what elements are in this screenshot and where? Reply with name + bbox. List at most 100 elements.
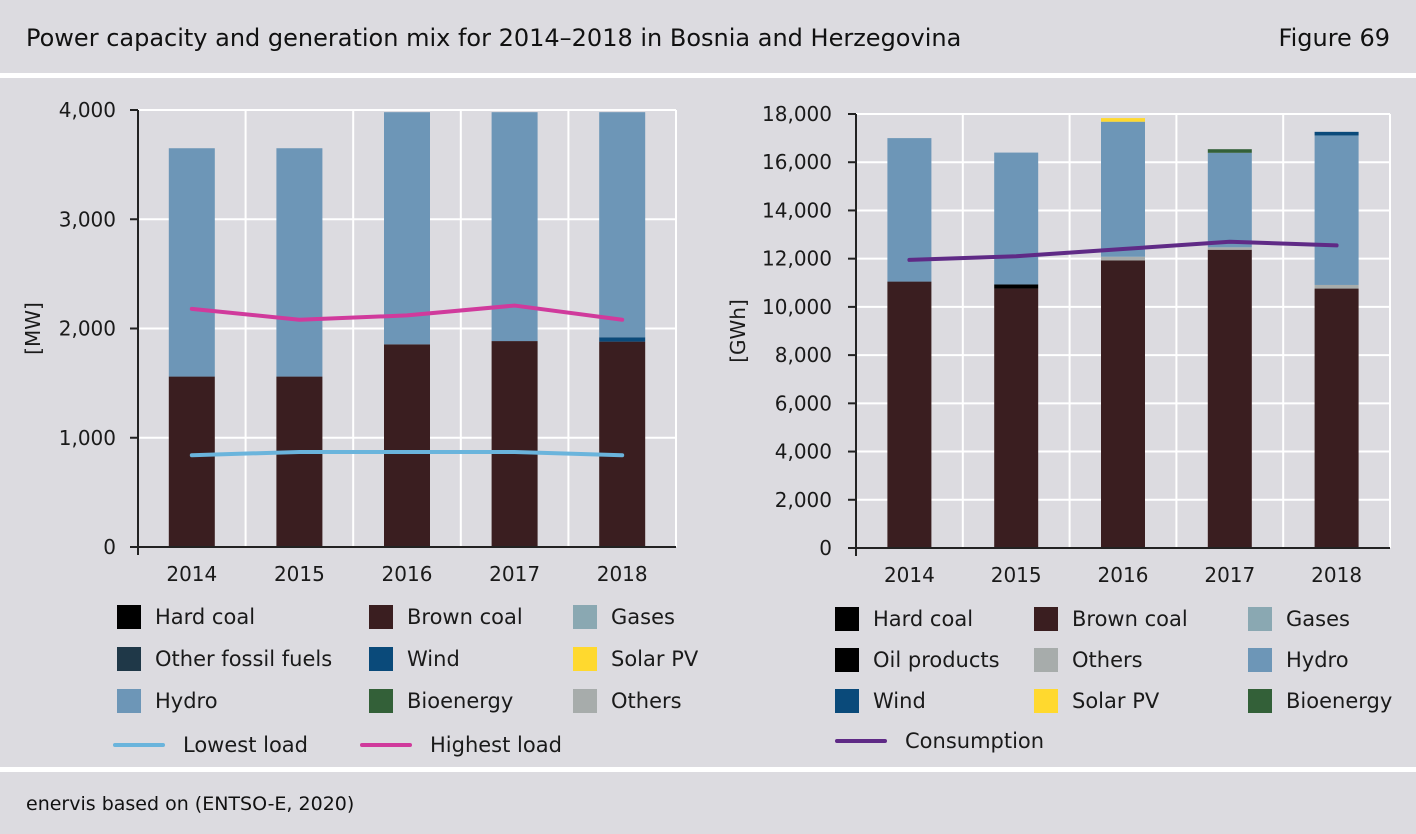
legend-swatch: [369, 647, 393, 671]
bar-hydro-2015: [276, 148, 323, 377]
legend-item-others: Others: [573, 688, 682, 714]
bar-brown-coal-2014: [887, 281, 932, 548]
bar-hydro-2016: [1101, 121, 1145, 257]
legend-item-gases: Gases: [1248, 606, 1350, 632]
bar-bioenergy-2017: [1207, 149, 1252, 153]
legend-item-hydro: Hydro: [117, 688, 218, 714]
bar-brown-coal-2015: [994, 288, 1039, 548]
bar-hydro-2016: [384, 112, 430, 345]
bar-brown-coal-2017: [1207, 249, 1252, 549]
legend-label: Other fossil fuels: [155, 647, 333, 671]
x-tick-label: 2016: [382, 562, 433, 586]
bar-hydro-2018: [1314, 135, 1359, 285]
header-divider: [0, 73, 1416, 78]
y-tick-label: 8,000: [775, 343, 832, 367]
footer-divider: [0, 767, 1416, 772]
bar-hydro-2015: [994, 152, 1039, 285]
legend-label: Solar PV: [1072, 689, 1160, 713]
y-tick-label: 4,000: [775, 440, 832, 464]
legend-swatch: [1248, 648, 1272, 672]
x-tick-label: 2015: [274, 562, 325, 586]
legend-label: Wind: [407, 647, 460, 671]
legend-item-solar-pv: Solar PV: [1034, 688, 1159, 714]
legend-label: Consumption: [905, 729, 1045, 753]
legend-item-oil-products: Oil products: [835, 647, 1000, 673]
legend-item-hard-coal: Hard coal: [835, 606, 973, 632]
legend-swatch: [573, 605, 597, 629]
legend-label: Solar PV: [611, 647, 699, 671]
legend-label: Brown coal: [407, 605, 523, 629]
figure-number: Figure 69: [1278, 24, 1390, 52]
legend-item-wind: Wind: [835, 688, 926, 714]
legend-item-bioenergy: Bioenergy: [369, 688, 513, 714]
legend-item-hydro: Hydro: [1248, 647, 1349, 673]
legend-item-highest-load: Highest load: [360, 732, 562, 758]
source-note: enervis based on (ENTSO-E, 2020): [26, 793, 355, 815]
legend-label: Hard coal: [873, 607, 974, 631]
legend-swatch: [835, 607, 859, 631]
x-tick-label: 2014: [166, 562, 217, 586]
bar-brown-coal-2015: [276, 376, 323, 547]
x-tick-label: 2016: [1098, 563, 1149, 587]
y-tick-label: 1,000: [59, 426, 116, 450]
bar-solar-pv-2016: [1101, 118, 1145, 122]
bar-wind-2018: [599, 337, 646, 342]
x-tick-label: 2015: [991, 563, 1042, 587]
x-tick-label: 2017: [489, 562, 540, 586]
legend-label: Oil products: [873, 648, 1000, 672]
legend-item-hard-coal: Hard coal: [117, 604, 255, 630]
y-tick-label: 16,000: [762, 150, 832, 174]
legend-swatch: [117, 689, 141, 713]
x-tick-label: 2018: [597, 562, 648, 586]
legend-item-gases: Gases: [573, 604, 675, 630]
bar-brown-coal-2016: [384, 344, 430, 547]
legend-swatch: [835, 689, 859, 713]
legend-swatch: [369, 605, 393, 629]
legend-item-brown-coal: Brown coal: [369, 604, 523, 630]
legend-line: [835, 739, 887, 743]
legend-swatch: [1034, 607, 1058, 631]
bar-brown-coal-2018: [599, 341, 646, 547]
legend-item-lowest-load: Lowest load: [113, 732, 308, 758]
legend-swatch: [1248, 607, 1272, 631]
legend-label: Gases: [611, 605, 675, 629]
capacity-chart: 0 1,000 2,000 3,000 4,000 2014 2015 2016 2017 201…: [21, 98, 677, 586]
bar-brown-coal-2014: [168, 376, 215, 547]
legend-line: [360, 743, 412, 747]
bar-hydro-2018: [599, 112, 646, 338]
bar-brown-coal-2018: [1314, 288, 1359, 548]
bar-others-2017: [1207, 247, 1252, 250]
legend-label: Lowest load: [183, 733, 309, 757]
legend-label: Hard coal: [155, 605, 256, 629]
legend-label: Others: [611, 689, 682, 713]
legend-item-consumption: Consumption: [835, 728, 1044, 754]
legend-label: Bioenergy: [407, 689, 514, 713]
legend-item-others: Others: [1034, 647, 1143, 673]
y-tick-label: 10,000: [762, 295, 832, 319]
bar-oil-products-2015: [994, 284, 1039, 289]
legend-swatch: [573, 647, 597, 671]
figure-header: Power capacity and generation mix for 20…: [0, 0, 1416, 74]
legend-swatch: [573, 689, 597, 713]
bar-hydro-2017: [1207, 152, 1252, 248]
y-tick-label: 4,000: [59, 98, 116, 122]
y-tick-label: 12,000: [762, 247, 832, 271]
legend-item-wind: Wind: [369, 646, 460, 672]
y-tick-label: 2,000: [59, 317, 116, 341]
y-tick-label: 2,000: [775, 488, 832, 512]
legend-swatch: [1248, 689, 1272, 713]
legend-label: Brown coal: [1072, 607, 1188, 631]
y-tick-label: 18,000: [762, 102, 832, 126]
legend-label: Gases: [1286, 607, 1350, 631]
bar-brown-coal-2017: [491, 341, 538, 547]
bar-wind-2018: [1314, 131, 1359, 136]
legend-label: Others: [1072, 648, 1143, 672]
legend-item-solar-pv: Solar PV: [573, 646, 698, 672]
generation-chart: 0 2,000 4,000 6,000 8,000 10,000 12,000 14,000 1…: [726, 102, 1391, 587]
bar-others-2018: [1314, 284, 1359, 289]
legend-swatch: [1034, 648, 1058, 672]
y-tick-label: 6,000: [775, 391, 832, 415]
y-tick-label: 0: [103, 535, 116, 559]
legend-swatch: [117, 605, 141, 629]
y-tick-label: 3,000: [59, 207, 116, 231]
